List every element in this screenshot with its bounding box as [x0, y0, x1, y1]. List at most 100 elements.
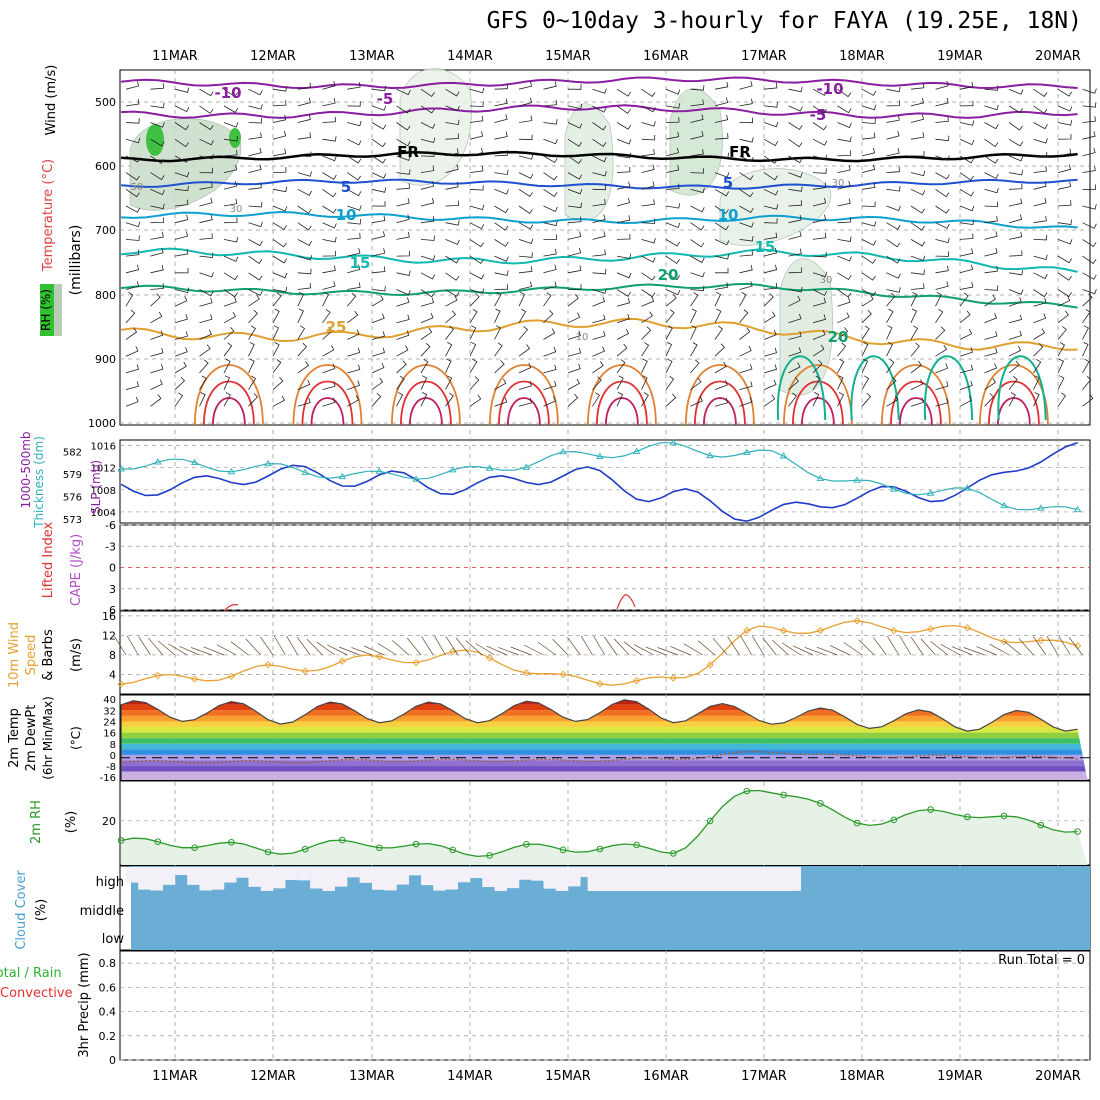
upper-wind-barb — [788, 392, 797, 407]
upper-wind-barb — [837, 105, 852, 114]
thickness-point — [853, 476, 861, 483]
upper-wind-barb — [543, 99, 557, 107]
upper-wind-barb — [910, 239, 926, 247]
upper-wind-barb — [739, 188, 754, 198]
wind-speed-point — [706, 661, 714, 669]
upper-wind-barb — [690, 308, 697, 323]
cloud-clear-gap — [347, 867, 360, 878]
upper-wind-barb — [150, 188, 165, 196]
warm-contour — [310, 397, 345, 426]
upper-wind-barb — [1033, 297, 1047, 307]
upper-wind-barb — [469, 101, 484, 108]
cloud-clear-gap — [384, 867, 397, 891]
upper-wind-barb — [641, 88, 656, 97]
surface-wind-barb — [190, 647, 212, 656]
precip-ylabel-convective: Convective — [0, 986, 73, 1001]
upper-wind-barb — [223, 105, 239, 113]
upper-wind-barb — [494, 397, 508, 407]
slp-line — [120, 441, 1078, 523]
wind-speed-point — [227, 672, 235, 681]
upper-wind-barb — [420, 392, 428, 407]
upper-wind-barb — [665, 103, 681, 109]
cloud-clear-gap — [310, 867, 323, 889]
upper-wind-barb — [125, 188, 140, 198]
upper-wind-barb — [788, 331, 802, 340]
upper-wind-barb — [371, 285, 386, 292]
surface-wind-barb — [816, 646, 838, 656]
upper-wind-barb — [1008, 169, 1024, 176]
upper-wind-barb — [690, 114, 704, 123]
upper-wind-barb — [567, 216, 582, 224]
upper-wind-barb — [812, 197, 827, 207]
slp-panel — [119, 439, 1091, 524]
temp-tick: 24 — [103, 717, 116, 728]
upper-wind-barb — [420, 255, 436, 261]
upper-wind-barb — [150, 311, 163, 324]
upper-wind-barb — [248, 201, 263, 208]
warm-contour — [801, 397, 835, 426]
upper-wind-barb — [223, 135, 238, 142]
li-tick: 6 — [109, 604, 116, 617]
upper-wind-barb — [445, 220, 460, 226]
upper-wind-barb — [886, 376, 897, 390]
cloud-clear-gap — [297, 867, 311, 881]
upper-wind-barb — [469, 147, 484, 157]
rh-high-spot — [229, 128, 241, 148]
temp-band — [121, 732, 1088, 739]
upper-wind-barb — [763, 264, 778, 274]
surface-wind-barb — [364, 645, 385, 656]
upper-wind-barb — [272, 130, 287, 140]
upper-wind-barb — [763, 329, 777, 340]
upper-wind-barb — [150, 232, 164, 240]
wind-speed-point — [890, 627, 898, 635]
upper-wind-barb — [1008, 289, 1024, 295]
upper-wind-barb — [861, 358, 869, 374]
upper-wind-barb — [910, 342, 920, 357]
upper-wind-barb — [272, 292, 282, 307]
upper-wind-barb — [1057, 255, 1073, 264]
cloud-clear-gap — [580, 867, 593, 878]
upper-wind-barb — [518, 81, 533, 90]
upper-wind-barb — [690, 187, 705, 194]
upper-wind-barb — [812, 105, 827, 114]
upper-wind-barb — [248, 164, 262, 173]
upper-wind-barb — [125, 249, 140, 257]
upper-wind-barb — [150, 264, 164, 274]
upper-wind-barb — [223, 237, 239, 243]
cloud-tick: high — [96, 875, 124, 890]
upper-wind-barb — [543, 364, 557, 374]
upper-wind-barb — [959, 380, 973, 390]
upper-wind-barb — [174, 248, 189, 257]
rh-point — [1074, 828, 1081, 835]
date-label-bottom: 18MAR — [839, 1069, 885, 1084]
upper-wind-barb — [910, 132, 925, 140]
upper-wind-barb — [641, 342, 650, 357]
upper-wind-barb — [616, 181, 631, 190]
upper-wind-barb — [396, 345, 409, 357]
surface-wind-barb — [306, 639, 323, 656]
upper-wind-barb — [592, 138, 607, 147]
upper-wind-barb — [297, 151, 312, 158]
temp-ylabel-units: (°C) — [69, 726, 83, 750]
upper-wind-barb — [272, 148, 287, 157]
isotherm-label: 10 — [336, 206, 357, 224]
wind-speed-point — [485, 654, 494, 662]
upper-wind-barb — [837, 312, 850, 324]
upper-wind-barb — [935, 281, 949, 290]
date-label-bottom: 16MAR — [643, 1069, 689, 1084]
date-label-bottom: 17MAR — [741, 1069, 787, 1084]
upper-wind-barb — [690, 149, 704, 157]
upper-wind-barb — [322, 155, 337, 162]
upper-wind-barb — [420, 375, 428, 390]
thickness-point — [632, 447, 641, 454]
cool-contour — [850, 355, 900, 421]
upper-wind-barb — [469, 308, 478, 324]
upper-wind-barb — [935, 205, 950, 214]
upper-wind-barb — [371, 85, 386, 92]
surface-wind-barb — [1058, 636, 1071, 656]
upper-wind-barb — [984, 313, 998, 324]
upper-wind-barb — [518, 154, 534, 160]
upper-wind-barb — [812, 138, 828, 146]
upper-wind-barb — [886, 115, 900, 123]
